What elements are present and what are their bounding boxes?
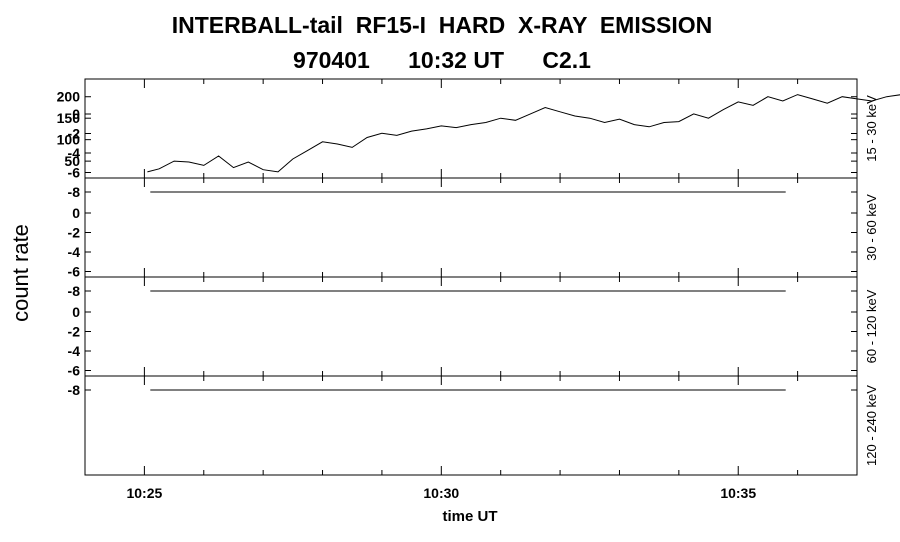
y-tick-label: -6 xyxy=(68,264,81,280)
y-tick-label: 0 xyxy=(72,106,80,122)
channel-label: 120 - 240 keV xyxy=(864,385,879,466)
channel-label: 60 - 120 keV xyxy=(864,289,879,363)
series-line-1 xyxy=(147,94,900,173)
y-tick-label: 150 xyxy=(57,110,81,126)
y-tick-label: 50 xyxy=(64,153,80,169)
y-tick-label: -4 xyxy=(68,343,81,359)
x-axis-label: time UT xyxy=(442,508,498,525)
y-tick-label: -8 xyxy=(68,382,81,398)
x-tick-label: 10:30 xyxy=(423,485,459,501)
chart-title: INTERBALL-tail RF15-I HARD X-RAY EMISSIO… xyxy=(171,12,713,38)
chart-subtitle: 970401 10:32 UT C2.1 xyxy=(0,47,884,74)
x-tick-label: 10:35 xyxy=(720,485,756,501)
y-tick-label: -2 xyxy=(68,126,81,142)
y-tick-label: -2 xyxy=(68,324,81,340)
channel-label: 30 - 60 keV xyxy=(864,194,879,261)
panel-frame xyxy=(84,375,858,476)
y-tick-label: -4 xyxy=(68,244,81,260)
subtitle-time: 10:32 UT xyxy=(408,47,505,73)
y-tick-label: 200 xyxy=(57,89,81,105)
channel-label: 15 - 30 keV xyxy=(864,95,879,162)
y-tick-label: -6 xyxy=(68,165,81,181)
y-tick-label: -6 xyxy=(68,363,81,379)
y-tick-label: -8 xyxy=(68,283,81,299)
y-tick-label: 0 xyxy=(72,304,80,320)
y-tick-label: -4 xyxy=(68,145,81,161)
y-tick-label: -8 xyxy=(68,184,81,200)
x-tick-label: 10:25 xyxy=(126,485,162,501)
y-tick-label: 0 xyxy=(72,205,80,221)
y-tick-label: -2 xyxy=(68,225,81,241)
panel-frame xyxy=(84,276,858,377)
subtitle-date: 970401 xyxy=(293,47,370,73)
panel-frame xyxy=(84,177,858,278)
panel-frame xyxy=(84,78,858,179)
subtitle-class: C2.1 xyxy=(542,47,591,73)
y-tick-label: 100 xyxy=(57,132,81,148)
